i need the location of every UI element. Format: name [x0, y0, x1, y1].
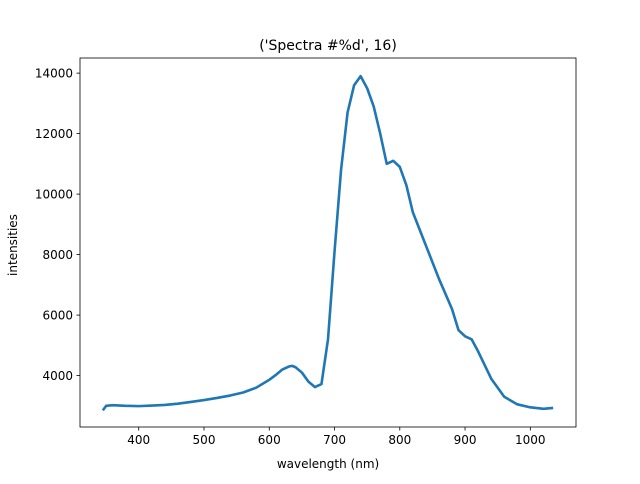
- y-tick-label: 4000: [42, 369, 73, 383]
- chart-title: ('Spectra #%d', 16): [259, 38, 397, 54]
- x-tick-label: 800: [388, 433, 411, 447]
- x-axis-label: wavelength (nm): [277, 457, 379, 471]
- y-tick-label: 6000: [42, 309, 73, 323]
- y-tick-label: 8000: [42, 248, 73, 262]
- x-tick-label: 700: [323, 433, 346, 447]
- axes-frame: [79, 57, 577, 428]
- series-line-0: [101, 74, 554, 412]
- x-tick-label: 500: [193, 433, 216, 447]
- y-tick-label: 12000: [35, 127, 73, 141]
- x-tick-label: 900: [454, 433, 477, 447]
- plot-area: 400 500 600 700 800 900 1000 4000 6000 8000 10000 1…: [35, 57, 577, 447]
- y-axis-label: intensities: [6, 214, 20, 276]
- x-tick-label: 1000: [515, 433, 546, 447]
- x-tick-label: 600: [258, 433, 281, 447]
- x-tick-label: 400: [127, 433, 150, 447]
- y-tick-label: 14000: [35, 67, 73, 81]
- y-tick-label: 10000: [35, 188, 73, 202]
